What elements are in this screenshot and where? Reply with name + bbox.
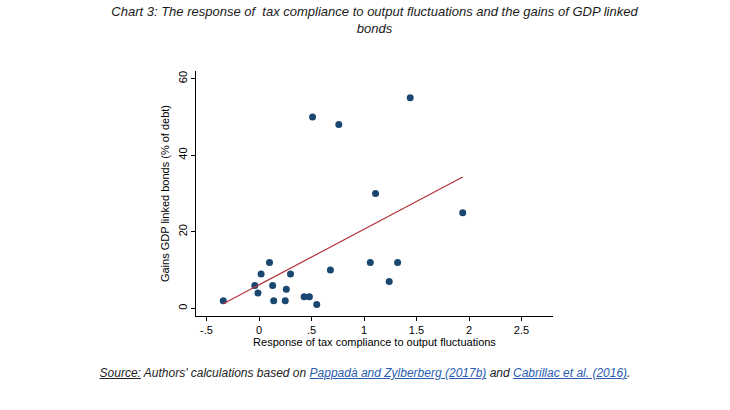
svg-text:Gains GDP linked bonds (% of d: Gains GDP linked bonds (% of debt) bbox=[159, 105, 171, 282]
svg-text:1.5: 1.5 bbox=[409, 324, 424, 336]
svg-text:-.5: -.5 bbox=[200, 324, 213, 336]
svg-text:Response of tax compliance to: Response of tax compliance to output flu… bbox=[253, 336, 496, 348]
html-text:Source: Authors' calculations: Source: Authors' calculations based on P… bbox=[99, 366, 631, 380]
svg-text:0: 0 bbox=[177, 304, 189, 310]
svg-text:40: 40 bbox=[177, 147, 189, 159]
svg-text:20: 20 bbox=[177, 224, 189, 236]
svg-text:0: 0 bbox=[256, 324, 262, 336]
svg-text:Chart 3: The response of tax: Chart 3: The response of tax compliance … bbox=[111, 4, 638, 36]
svg-text:2.5: 2.5 bbox=[514, 324, 529, 336]
svg-text:.5: .5 bbox=[307, 324, 316, 336]
svg-text:60: 60 bbox=[177, 71, 189, 83]
svg-text:1: 1 bbox=[361, 324, 367, 336]
svg-text:2: 2 bbox=[466, 324, 472, 336]
